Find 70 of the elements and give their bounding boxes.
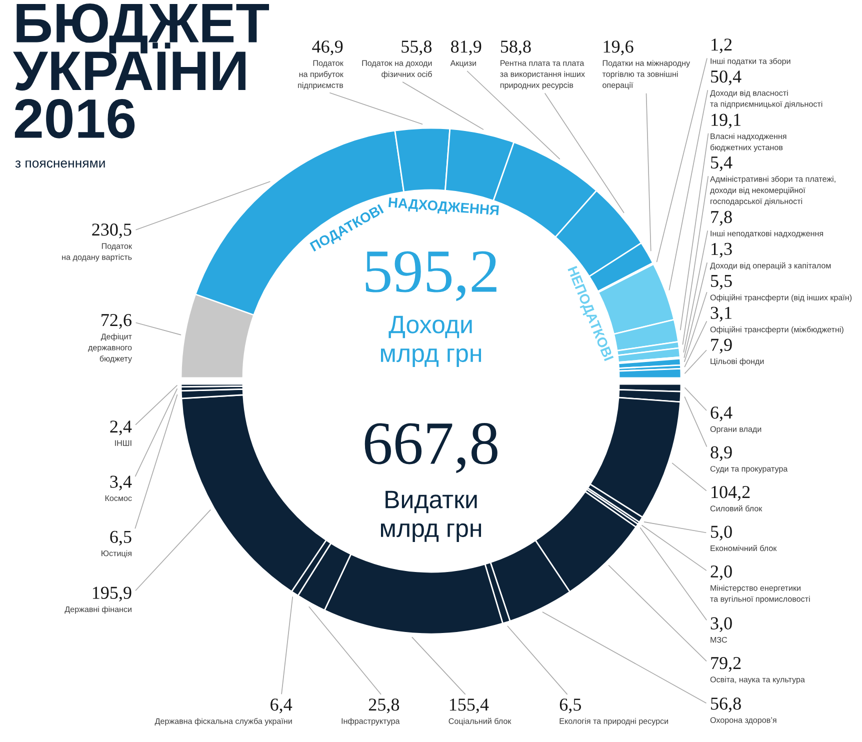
data-label: 5,4 [711,156,732,172]
data-label: 25,8 [368,698,400,714]
slice-label: Охорона здоров’я [710,717,776,725]
slice-label: Доходи від власності та підприємницької діяльності [710,90,822,108]
data-label: 1,2 [712,38,732,54]
data-label: 6,5 [110,530,132,546]
data-label: 50,4 [711,70,742,86]
data-label: 230,5 [92,224,132,238]
slice-label: Соціальний блок [448,718,512,726]
data-label: 195,9 [92,586,132,602]
slice-label: Цільові фонди [710,358,764,366]
data-label: 46,9 [312,40,343,56]
slice-label: Офіційні трансферти (від інших країн) [710,294,852,302]
text: 595,2 [366,251,496,302]
data-label: 3,4 [110,476,132,490]
data-label: 104,2 [712,486,750,501]
slice-label: ІНШІ [115,440,132,446]
data-label: 1,3 [712,242,732,258]
text: Видатки млрд грн [381,490,482,542]
data-label: 3,1 [710,306,732,322]
data-label: 81,9 [451,40,482,56]
slice-label: Державні фінанси [64,606,132,614]
slice-label: Інфраструктура [342,718,400,726]
data-label: 6,4 [270,698,292,714]
data-label: 2,0 [710,565,732,580]
text: з поясненнями [15,160,105,168]
data-label: 3,0 [710,617,732,632]
data-label: 8,9 [710,446,732,462]
slice-label: Юстиція [102,550,132,558]
data-label: 7,8 [711,210,732,226]
data-label: 2,4 [110,420,132,436]
slice-label: МЗС [710,636,727,643]
data-label: 19,6 [604,40,634,56]
slice-label: Офіційні трансферти (міжбюджетні) [710,326,844,334]
slice-label: Екологія та природні ресурси [560,718,668,726]
slice-label: Суди та прокуратура [710,466,788,474]
data-label: 72,6 [102,314,132,329]
slice-label: Органи влади [710,426,762,434]
data-label: 56,8 [711,698,741,712]
slice-label: Податки на міжнародну торгівлю та зовнішні операції [602,60,690,90]
data-label: 5,0 [711,526,732,540]
text: 667,8 [364,423,498,474]
data-label: 5,5 [711,275,732,290]
slice-label: Силовий блок [710,505,762,512]
data-label: 6,5 [560,698,581,714]
slice-label: Податок на додану вартість [62,243,132,262]
slice-label: Економічний блок [710,545,777,552]
slice-label: Міністерство енергетики та вугільної промисловості [710,584,810,604]
slice-label: Космос [105,495,132,502]
slice-label: Доходи від операцій з капіталом [710,262,831,270]
slice-label: Державна фіскальна служба україни [154,718,292,726]
slice-label: Адміністративні збори та платежі, доходи від некомерційної господарської діяльності [710,176,836,206]
data-label: 155,4 [450,698,489,714]
data-label: 58,8 [500,40,531,56]
slice-label: Дефіцит державного бюджету [88,333,132,364]
data-label: 19,1 [712,114,741,128]
data-label: 7,9 [711,338,732,354]
slice-label: Освіта, наука та культура [710,676,805,684]
data-label: 55,8 [402,40,432,56]
slice-label: Податок на доходи фізичних осіб [362,60,432,79]
text: Доходи млрд грн [381,316,482,368]
data-label: 79,2 [711,657,741,672]
slice-label: Акцизи [450,60,476,68]
slice-label: Податок на прибуток підприємств [298,60,344,90]
data-label: 6,4 [710,406,732,422]
slice-label: Рентна плата та плата за використання інших природних ресурсів [500,60,585,90]
slice-label: Інші неподаткові надходження [710,230,823,238]
slice-label: Власні надходження бюджетних установ [710,133,786,152]
chart-title: БЮДЖЕТ УКРАЇНИ 2016 [13,3,270,138]
slice-label: Інші податки та збори [710,58,790,66]
